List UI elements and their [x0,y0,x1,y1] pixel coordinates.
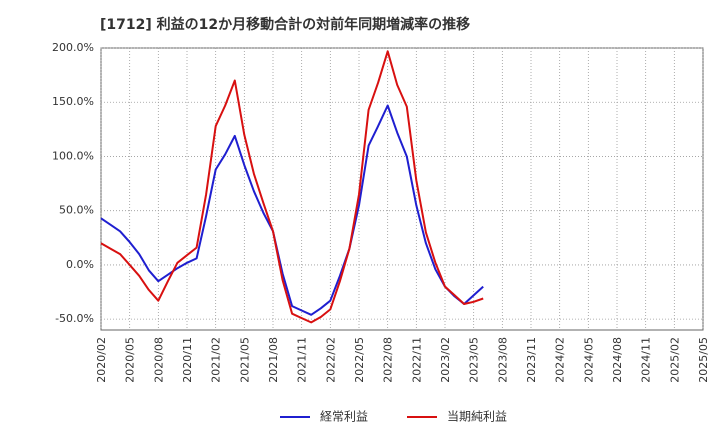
x-tick-label: 2025/05 [697,337,710,383]
y-tick-label: 200.0% [52,41,94,54]
x-tick-label: 2021/02 [210,337,223,383]
x-tick-label: 2020/08 [152,337,165,383]
x-tick-label: 2024/08 [611,337,624,383]
y-tick-label: 50.0% [59,204,94,217]
x-tick-label: 2023/02 [439,337,452,383]
x-tick-label: 2024/11 [640,337,653,383]
x-tick-label: 2020/11 [181,337,194,383]
x-tick-label: 2020/05 [124,337,137,383]
y-tick-label: 100.0% [52,149,94,162]
y-tick-label: 0.0% [66,258,94,271]
x-tick-label: 2021/05 [238,337,251,383]
x-tick-label: 2024/02 [554,337,567,383]
x-tick-label: 2023/11 [525,337,538,383]
y-tick-label: 150.0% [52,95,94,108]
x-tick-label: 2024/05 [582,337,595,383]
series-lines [100,50,484,324]
x-tick-label: 2023/05 [468,337,481,383]
x-tick-label: 2023/08 [496,337,509,383]
legend: 経常利益 当期純利益 [280,410,507,424]
x-tick-label: 2021/08 [267,337,280,383]
horizontal-gridlines [101,47,703,320]
y-tick-label: -50.0% [55,312,94,325]
series-line-1 [100,104,484,316]
x-tick-label: 2022/11 [410,337,423,383]
series-line-2 [100,50,484,324]
vertical-gridlines [100,48,704,330]
x-tick-label: 2020/02 [95,337,108,383]
legend-label-1: 経常利益 [320,410,368,424]
plot-area [100,47,704,331]
y-axis-ticks: 200.0% 150.0% 100.0% 50.0% 0.0% -50.0% [52,41,94,325]
x-tick-label: 2022/02 [324,337,337,383]
x-axis-ticks: 2020/02 2020/05 2020/08 2020/11 2021/02 2021/… [95,337,710,383]
x-tick-label: 2022/05 [353,337,366,383]
x-tick-label: 2021/11 [296,337,309,383]
x-tick-label: 2022/08 [382,337,395,383]
x-tick-label: 2025/02 [668,337,681,383]
chart-title: [1712] 利益の12か月移動合計の対前年同期増減率の推移 [100,17,471,33]
legend-label-2: 当期純利益 [447,410,507,424]
